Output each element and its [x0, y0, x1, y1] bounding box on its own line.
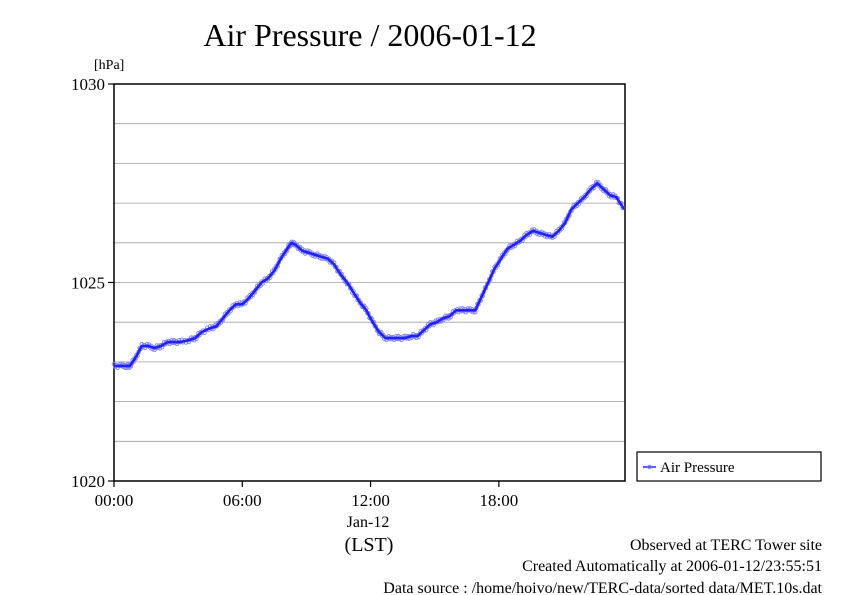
plot-area-frame: [113, 83, 626, 482]
x-tick-label: 00:00: [95, 491, 134, 510]
footer-observed-text: Observed at TERC Tower site: [630, 537, 822, 554]
footer-created-text: Created Automatically at 2006-01-12/23:5…: [522, 558, 822, 575]
x-axis-timezone-label: (LST): [345, 534, 394, 556]
series-layer: [111, 180, 626, 370]
x-tick-label: 12:00: [351, 491, 390, 510]
y-tick-label: 1020: [71, 472, 105, 491]
y-tick-label: 1025: [71, 274, 105, 293]
x-tick-label: 18:00: [479, 491, 518, 510]
legend-box: [636, 451, 822, 482]
legend: Air Pressure: [636, 451, 822, 482]
legend-label-air-pressure: Air Pressure: [660, 460, 735, 476]
gridlines: [114, 123, 625, 442]
legend-marker-swatch: [647, 464, 652, 470]
x-axis-date-label: Jan-12: [347, 514, 390, 531]
x-tick-label: 06:00: [223, 491, 262, 510]
x-axis-ticks: 00:00 06:00 12:00 18:00: [95, 481, 518, 510]
y-axis-ticks: 1020 1025 1030: [71, 75, 114, 491]
footer-source-text: Data source : /home/hoivo/new/TERC-data/…: [383, 580, 822, 595]
y-tick-label: 1030: [71, 75, 105, 94]
chart-title: Air Pressure / 2006-01-12: [203, 17, 536, 53]
series-line-air-pressure: [114, 182, 626, 368]
y-axis-unit-label: [hPa]: [94, 58, 124, 73]
